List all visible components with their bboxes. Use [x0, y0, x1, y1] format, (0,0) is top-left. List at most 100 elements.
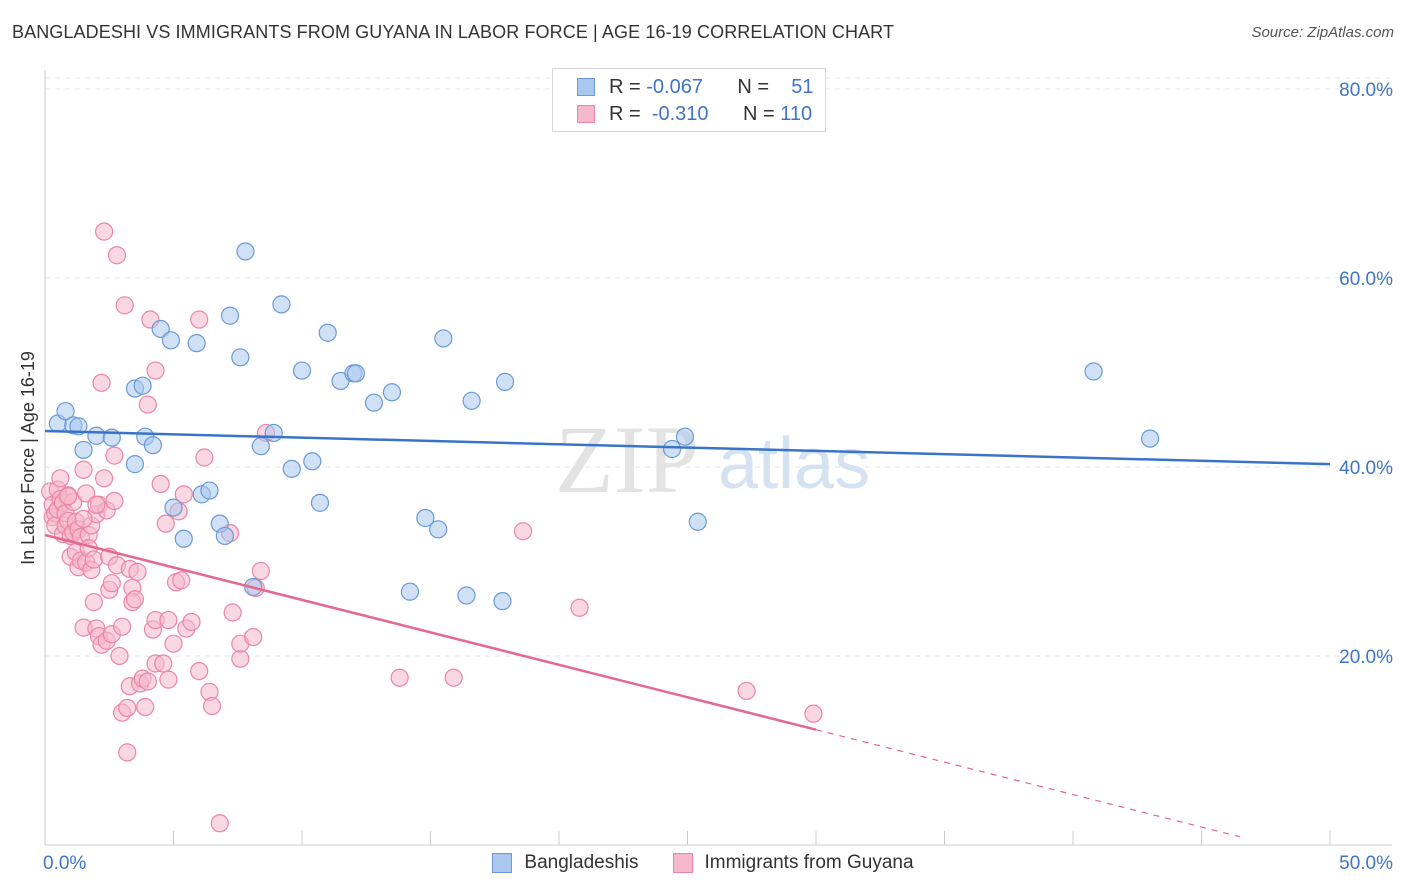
guyana-point	[195, 448, 214, 467]
source-credit: Source: ZipAtlas.com	[1251, 24, 1394, 41]
guyana-point	[159, 610, 178, 630]
bangladeshi-point	[236, 242, 255, 261]
guyana-trend-line	[44, 533, 817, 731]
bangladeshi-point	[1140, 429, 1160, 448]
bangladeshi-point	[303, 452, 322, 471]
bangladeshi-point	[662, 439, 682, 459]
bangladeshi-point	[200, 481, 219, 500]
watermark-zip: ZIP	[555, 406, 699, 513]
bangladeshi-point	[143, 436, 163, 455]
axis-labels: 20.0% 40.0% 60.0% 80.0% 0.0% 50.0% In Labor Fo…	[18, 80, 1393, 874]
guyana-point	[190, 661, 209, 681]
watermark-atlas: atlas	[718, 424, 870, 504]
series-legend: Bangladeshis Immigrants from Guyana	[0, 852, 1406, 874]
bangladeshi-point	[688, 512, 707, 531]
bangladeshi-point	[125, 455, 145, 474]
chart-title: BANGLADESHI VS IMMIGRANTS FROM GUYANA IN…	[12, 22, 895, 42]
guyana-point	[138, 395, 157, 414]
legend-r-label: R =	[609, 75, 641, 98]
legend-n-label: N =	[742, 102, 775, 125]
guyana-point	[164, 634, 183, 653]
guyana-point	[118, 698, 137, 718]
guyana-point	[190, 310, 209, 329]
bangladeshi-point	[382, 383, 402, 402]
grid-lines	[45, 77, 1392, 657]
blue-swatch	[492, 853, 513, 873]
guyana-point	[112, 617, 132, 636]
legend-r-value: -0.310	[651, 102, 709, 125]
guyana-point	[115, 296, 134, 315]
guyana-point	[84, 550, 103, 569]
y-axis-title: In Labor Force | Age 16-19	[18, 351, 38, 565]
guyana-point	[87, 495, 106, 514]
guyana-point	[570, 598, 589, 617]
bangladeshi-point	[174, 529, 193, 548]
bangladeshi-point	[87, 426, 106, 445]
guyana-point	[231, 649, 250, 668]
bangladeshi-point	[416, 508, 435, 528]
guyana-point	[223, 603, 242, 622]
guyana-point	[138, 672, 157, 691]
guyana-point	[74, 509, 93, 529]
bangladeshi-point	[292, 361, 312, 380]
guyana-point	[95, 222, 114, 241]
guyana-point	[105, 491, 124, 511]
y-tick-label: 40.0%	[1339, 458, 1393, 479]
guyana-point	[77, 484, 96, 503]
bangladeshi-point	[429, 520, 448, 539]
bangladeshi-point	[220, 306, 240, 325]
guyana-point	[251, 561, 270, 581]
bangladeshi-point	[318, 323, 337, 342]
bangladeshi-point	[346, 364, 366, 383]
guyana-point	[102, 574, 121, 593]
bangladeshi-trend-line	[44, 429, 1331, 466]
series-legend-bangladeshis[interactable]: Bangladeshis	[492, 852, 639, 874]
bangladeshi-point	[164, 498, 183, 517]
bangladeshi-point	[462, 391, 481, 410]
pink-swatch	[577, 105, 595, 123]
series-legend-guyana[interactable]: Immigrants from Guyana	[672, 852, 914, 874]
series-legend-label: Bangladeshis	[524, 852, 639, 873]
legend-row-pink: R = -0.310 N = 110	[577, 103, 812, 125]
guyana-point	[202, 696, 222, 716]
bangladeshi-point	[272, 295, 291, 314]
bangladeshi-point	[264, 423, 283, 443]
bangladeshi-point	[400, 582, 420, 601]
bangladeshi-point	[231, 348, 250, 367]
bangladeshi-point	[434, 329, 453, 348]
bangladeshi-point	[1084, 362, 1103, 381]
guyana-point	[804, 704, 823, 723]
guyana-point	[210, 814, 229, 833]
bangladeshi-point	[495, 372, 515, 391]
guyana-point	[159, 670, 178, 689]
guyana-point	[444, 668, 463, 687]
guyana-point	[172, 571, 191, 590]
guyana-point	[737, 681, 756, 701]
bangladeshi-point	[187, 334, 206, 353]
series-legend-label: Immigrants from Guyana	[704, 852, 914, 873]
guyana-point	[128, 562, 147, 581]
guyana-point	[125, 590, 145, 609]
x-tick-label: 50.0%	[1339, 853, 1393, 874]
legend-row-blue: R = -0.067 N = 51	[577, 76, 814, 98]
bangladeshi-point	[74, 440, 93, 460]
guyana-point	[51, 469, 70, 488]
bangladeshi-point	[364, 393, 384, 412]
pink-series-points	[41, 222, 823, 833]
guyana-point	[146, 361, 165, 380]
guyana-point	[390, 668, 409, 687]
guyana-point	[74, 460, 93, 479]
bangladeshi-point	[251, 437, 270, 456]
bangladeshi-point	[133, 376, 152, 395]
bangladeshi-point	[56, 402, 75, 421]
guyana-point	[154, 654, 173, 673]
guyana-point	[513, 522, 533, 541]
bangladeshi-point	[215, 526, 234, 546]
legend-r-value: -0.067	[646, 75, 703, 98]
legend-r-label: R =	[609, 102, 641, 125]
bangladeshi-point	[282, 459, 301, 478]
legend-n-label: N =	[737, 75, 770, 98]
guyana-trend-extension	[815, 729, 1241, 838]
y-tick-label: 80.0%	[1339, 80, 1393, 101]
